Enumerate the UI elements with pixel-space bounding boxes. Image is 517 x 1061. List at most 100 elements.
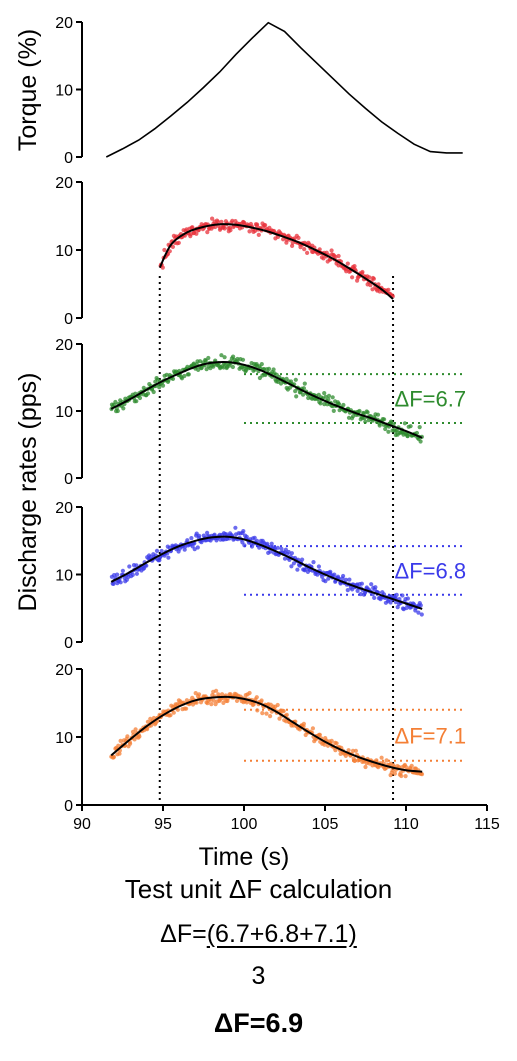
data-point <box>317 247 322 252</box>
data-point <box>268 549 273 554</box>
data-point <box>377 423 382 428</box>
data-point <box>215 219 220 224</box>
data-point <box>186 372 191 377</box>
y-tick-label: 0 <box>64 311 73 328</box>
formula-prefix: ΔF= <box>160 920 207 948</box>
data-point <box>351 414 356 419</box>
data-point <box>170 244 175 249</box>
data-point <box>137 395 143 401</box>
data-point <box>347 577 352 582</box>
data-point <box>323 579 328 584</box>
fit-curve <box>110 535 423 610</box>
data-point <box>293 377 298 382</box>
data-point <box>160 383 166 388</box>
data-point <box>145 727 150 732</box>
data-point <box>271 367 276 372</box>
data-point <box>384 758 389 763</box>
data-point <box>293 389 298 394</box>
panel-control-unit-2: 0 10 20 ΔF=6.8 <box>55 500 466 652</box>
data-point <box>214 688 219 693</box>
data-point <box>134 563 139 568</box>
data-point <box>170 376 176 381</box>
data-point <box>291 561 296 566</box>
data-point <box>130 729 136 735</box>
data-point <box>346 748 351 753</box>
data-point <box>301 386 306 391</box>
data-point <box>419 772 425 777</box>
data-point <box>405 596 410 601</box>
data-point <box>157 385 162 390</box>
data-point <box>244 534 249 540</box>
data-point <box>367 275 372 280</box>
data-point <box>368 283 373 288</box>
data-point <box>151 389 156 395</box>
y-tick-label: 20 <box>55 337 73 354</box>
data-point <box>221 365 226 370</box>
data-point <box>182 547 187 552</box>
data-point <box>197 692 202 697</box>
data-point <box>228 228 233 233</box>
data-point <box>194 231 199 236</box>
data-point <box>320 574 325 579</box>
y-tick-label: 10 <box>55 568 73 585</box>
data-point <box>118 738 123 744</box>
data-point <box>185 538 190 543</box>
data-point <box>355 588 360 594</box>
data-point <box>296 235 301 240</box>
data-point <box>210 216 215 221</box>
y-tick-label: 10 <box>55 243 73 260</box>
data-point <box>151 715 156 721</box>
data-point <box>302 247 307 252</box>
data-point <box>115 408 120 414</box>
data-point <box>379 755 384 760</box>
data-point <box>182 373 187 379</box>
data-point <box>219 353 224 358</box>
data-point <box>265 541 270 547</box>
data-point <box>254 538 260 544</box>
data-point <box>222 226 227 231</box>
data-point <box>318 401 323 406</box>
data-point <box>260 711 265 716</box>
data-point <box>222 355 227 360</box>
data-point <box>194 700 199 705</box>
data-point <box>279 546 284 552</box>
data-point <box>371 276 376 281</box>
data-point <box>317 732 322 737</box>
fit-curve <box>110 360 423 439</box>
panel-control-unit-1: 0 10 20 ΔF=6.7 <box>55 337 466 488</box>
data-point <box>203 358 208 364</box>
data-point <box>211 698 216 703</box>
data-point <box>128 741 133 746</box>
data-point <box>289 551 294 556</box>
caption-title: Test unit ΔF calculation <box>124 874 393 904</box>
data-point <box>369 582 374 587</box>
data-point <box>386 429 391 434</box>
formula-denominator: 3 <box>251 962 266 990</box>
fit-curve <box>110 695 423 773</box>
data-point <box>328 569 333 575</box>
data-point <box>290 243 295 248</box>
reference-lines <box>158 276 395 805</box>
data-point <box>329 738 334 744</box>
data-point <box>375 412 381 417</box>
data-point <box>145 719 150 724</box>
data-point <box>409 763 414 768</box>
data-point <box>350 748 356 753</box>
data-point <box>360 269 365 275</box>
data-point <box>322 742 327 747</box>
data-point <box>302 568 307 573</box>
x-axis: 90 95 100 105 110 115 <box>73 804 500 833</box>
y-tick-label: 0 <box>64 798 73 815</box>
x-tick-label: 110 <box>393 816 419 833</box>
data-point <box>329 248 334 253</box>
data-point <box>111 754 117 760</box>
data-point <box>275 702 280 708</box>
data-point <box>403 774 408 779</box>
data-point <box>341 573 346 579</box>
data-point <box>247 229 252 234</box>
data-point <box>383 426 388 432</box>
fit-curve <box>158 223 394 300</box>
data-point <box>205 530 210 536</box>
data-point <box>134 399 139 404</box>
data-point <box>252 535 257 540</box>
